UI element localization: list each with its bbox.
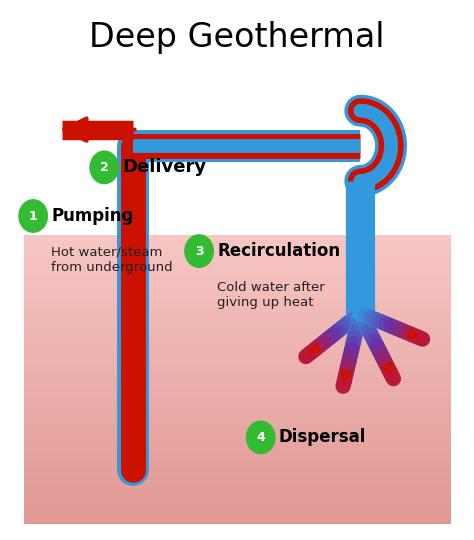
Text: Cold water after
giving up heat: Cold water after giving up heat <box>217 281 325 309</box>
Text: Deep Geothermal: Deep Geothermal <box>89 21 385 55</box>
Text: 1: 1 <box>29 210 37 222</box>
Circle shape <box>246 421 275 454</box>
Text: Delivery: Delivery <box>122 158 206 177</box>
Text: 2: 2 <box>100 161 109 174</box>
Text: Dispersal: Dispersal <box>279 428 366 447</box>
Text: Recirculation: Recirculation <box>217 242 340 260</box>
Circle shape <box>185 235 213 267</box>
Circle shape <box>19 200 47 232</box>
Text: Pumping: Pumping <box>51 207 134 225</box>
Circle shape <box>90 151 118 184</box>
Text: 4: 4 <box>256 431 265 444</box>
Text: Hot water/steam
from underground: Hot water/steam from underground <box>51 246 173 274</box>
Text: 3: 3 <box>195 245 203 258</box>
